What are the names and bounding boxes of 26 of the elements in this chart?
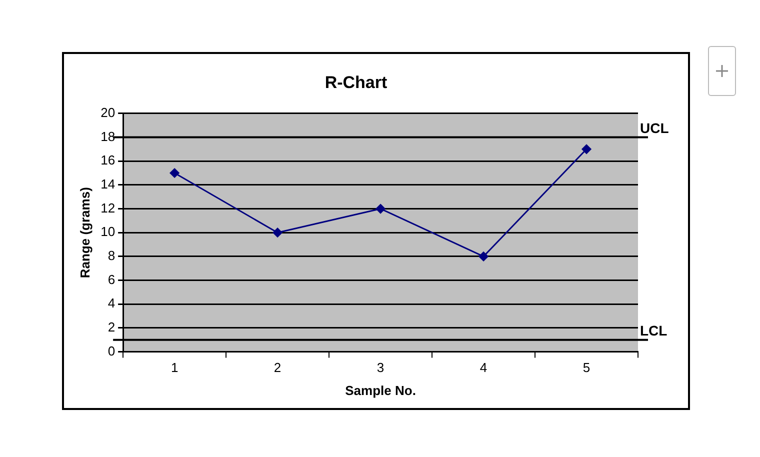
y-tick-label: 4 xyxy=(108,296,116,311)
y-tick-label: 20 xyxy=(100,104,116,120)
x-tick-label: 4 xyxy=(480,360,488,376)
point xyxy=(170,168,180,178)
y-tick-label: 14 xyxy=(100,176,116,192)
ref-line-label: LCL xyxy=(640,322,668,339)
x-axis-title: Sample No. xyxy=(345,382,416,398)
chart-title: R-Chart xyxy=(324,72,388,92)
y-tick-label: 12 xyxy=(100,200,116,216)
point xyxy=(376,204,386,214)
ref-line-label: UCL xyxy=(640,120,670,136)
y-tick-label: 18 xyxy=(100,128,116,144)
x-tick-label: 5 xyxy=(582,360,590,376)
x-tick-label: 2 xyxy=(274,360,282,376)
y-tick-label: 16 xyxy=(100,152,116,168)
y-tick-label: 2 xyxy=(108,320,116,335)
point xyxy=(478,252,488,262)
y-tick-label: 8 xyxy=(108,248,116,264)
point xyxy=(582,144,592,154)
y-axis-title: Range (grams) xyxy=(77,187,92,278)
x-tick-label: 3 xyxy=(376,360,384,376)
point xyxy=(272,228,282,238)
y-tick-label: 10 xyxy=(100,224,116,240)
y-tick-label: 6 xyxy=(108,272,116,287)
y-tick-label: 0 xyxy=(108,343,116,358)
x-tick-label: 1 xyxy=(170,360,178,376)
